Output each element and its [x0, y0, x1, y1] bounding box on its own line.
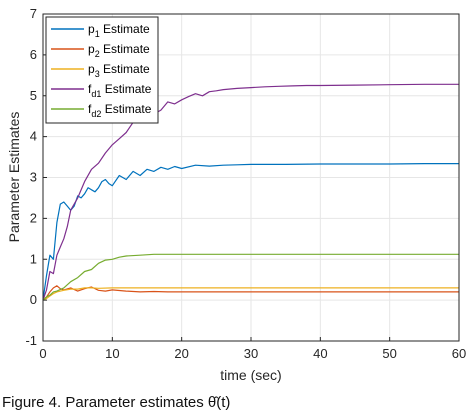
legend-entry-main: p: [88, 22, 95, 36]
legend-entry-rest: Estimate: [100, 22, 150, 36]
legend-entry-main: p: [88, 42, 95, 56]
x-tick-label: 50: [382, 346, 396, 361]
legend-entry-subscript: d2: [91, 109, 101, 119]
series-line-2: [42, 285, 459, 301]
x-tick-label: 60: [452, 346, 466, 361]
y-tick-label: 6: [30, 47, 37, 62]
x-tick-label: 40: [313, 346, 327, 361]
y-tick-label: 7: [30, 6, 37, 21]
legend-entry-main: f: [88, 102, 92, 116]
x-tick-label: 10: [105, 346, 119, 361]
legend-entry-2: p2 Estimate: [88, 42, 150, 59]
legend-entry-subscript: 1: [95, 29, 100, 39]
y-tick-label: 3: [30, 170, 37, 185]
y-tick-label: 5: [30, 88, 37, 103]
y-tick-label: 4: [30, 129, 37, 144]
x-tick-label: 0: [39, 346, 46, 361]
y-axis-label: Parameter Estimates: [6, 112, 22, 243]
caption-text: Figure 4. Parameter estimates θ̂(t): [2, 394, 231, 411]
series-line-1: [42, 163, 459, 301]
legend-box: [45, 16, 159, 124]
legend-entry-main: f: [88, 82, 92, 96]
x-tick-label: 20: [174, 346, 188, 361]
legend-entry-subscript: 2: [95, 49, 100, 59]
series-layer: [42, 83, 459, 301]
legend-entry-1: p1 Estimate: [88, 22, 150, 39]
legend-entry-4: fd1 Estimate: [88, 82, 152, 99]
legend-entry-subscript: d1: [91, 89, 101, 99]
y-tick-label: 2: [30, 210, 37, 225]
legend-entry-main: p: [88, 62, 95, 76]
legend-entry-3: p3 Estimate: [88, 62, 150, 79]
legend-entry-rest: Estimate: [101, 82, 151, 96]
legend-entry-subscript: 3: [95, 69, 100, 79]
legend-entry-rest: Estimate: [100, 62, 150, 76]
x-tick-label: 30: [244, 346, 258, 361]
y-tick-label: -1: [25, 333, 37, 348]
legend-entry-rest: Estimate: [101, 102, 151, 116]
x-axis-label: time (sec): [220, 367, 281, 383]
legend-entry-5: fd2 Estimate: [88, 102, 152, 119]
y-tick-label: 1: [30, 251, 37, 266]
figure-caption: Figure 4. Parameter estimates θ̂(t): [0, 390, 474, 414]
legend-entry-rest: Estimate: [100, 42, 150, 56]
series-line-5: [42, 253, 459, 301]
series-line-3: [42, 287, 459, 301]
y-tick-label: 0: [30, 292, 37, 307]
